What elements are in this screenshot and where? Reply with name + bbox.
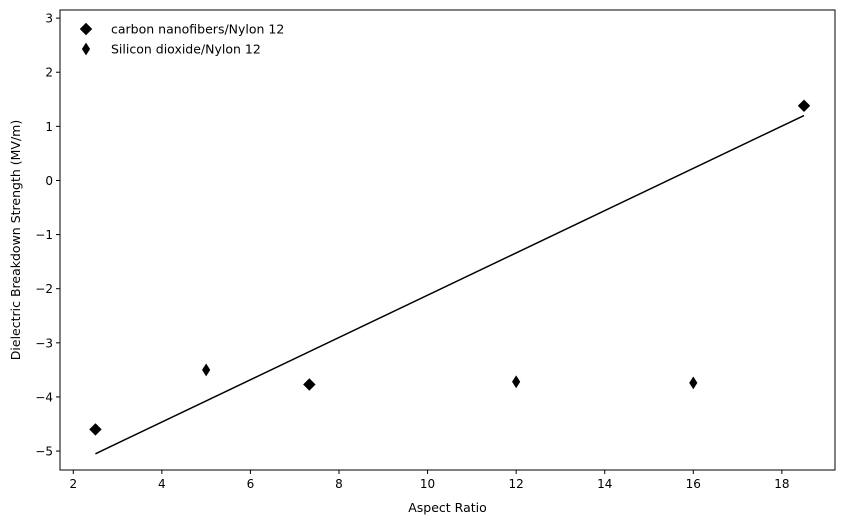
y-tick-label: 3 <box>45 12 53 26</box>
x-tick-label: 4 <box>158 477 166 491</box>
silicon-dioxide-point <box>689 376 698 390</box>
y-tick-label: 1 <box>45 120 53 134</box>
x-tick-label: 16 <box>686 477 701 491</box>
carbon-nanofiber-point <box>89 423 102 436</box>
y-tick-label: −5 <box>35 445 53 459</box>
y-axis-title: Dielectric Breakdown Strength (MV/m) <box>8 120 23 360</box>
carbon-nanofiber-point <box>303 378 316 391</box>
legend: carbon nanofibers/Nylon 12 Silicon dioxid… <box>79 22 284 57</box>
x-tick-label: 10 <box>420 477 435 491</box>
x-axis-title: Aspect Ratio <box>408 500 487 515</box>
y-tick-label: −1 <box>35 228 53 242</box>
silicon-dioxide-point <box>512 375 521 389</box>
legend-marker <box>79 22 93 36</box>
y-axis-ticks: −5 −4 −3 −2 −1 0 1 2 3 <box>35 12 60 459</box>
legend-label: carbon nanofibers/Nylon 12 <box>111 22 284 37</box>
legend-marker <box>81 42 91 56</box>
x-tick-label: 12 <box>509 477 524 491</box>
fit-line-group <box>95 114 805 455</box>
x-axis-ticks: 2 4 6 8 10 12 14 16 18 <box>69 470 789 491</box>
carbon-nanofiber-point <box>797 99 811 112</box>
y-tick-label: −4 <box>35 390 53 404</box>
y-tick-label: 0 <box>45 174 53 188</box>
y-tick-label: −2 <box>35 282 53 296</box>
x-tick-label: 6 <box>247 477 255 491</box>
silicon-dioxide-point <box>202 363 211 377</box>
y-tick-label: 2 <box>45 66 53 80</box>
x-tick-label: 2 <box>69 477 77 491</box>
x-tick-label: 18 <box>774 477 789 491</box>
fit-line <box>95 114 805 455</box>
legend-label: Silicon dioxide/Nylon 12 <box>111 42 261 57</box>
x-tick-label: 14 <box>597 477 612 491</box>
data-points <box>89 99 811 436</box>
y-tick-label: −3 <box>35 336 53 350</box>
x-tick-label: 8 <box>335 477 343 491</box>
plot-area <box>59 9 836 471</box>
